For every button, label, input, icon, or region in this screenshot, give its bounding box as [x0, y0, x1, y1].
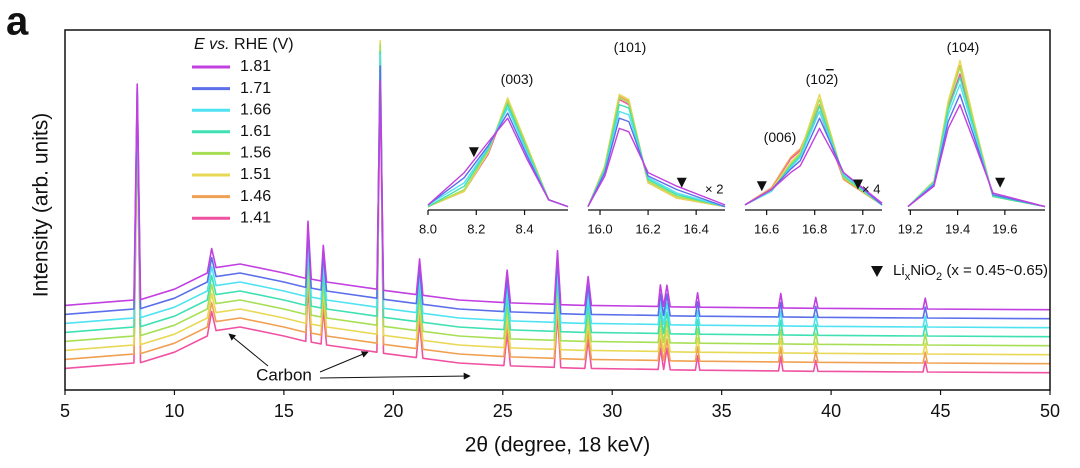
legend-label: 1.61	[240, 123, 271, 140]
x-tick-label: 19.4	[945, 221, 970, 236]
x-tick-label: 16.4	[684, 221, 709, 236]
series-line	[427, 117, 569, 208]
y-axis-title: Intensity (arb. units)	[30, 113, 53, 297]
arrow	[319, 372, 471, 380]
series-line	[587, 117, 726, 208]
x-tick-label: 16.6	[754, 221, 779, 236]
x-tick-label: 35	[712, 401, 732, 421]
x-tick-label: 8.4	[516, 221, 534, 236]
series-line	[427, 97, 569, 208]
legend-label: 1.46	[240, 188, 271, 205]
series-line	[587, 127, 726, 207]
phase-marker	[995, 177, 1006, 188]
x-tick-label: 5	[60, 401, 70, 421]
text-part: (10	[806, 71, 826, 87]
series-line	[64, 43, 1051, 347]
text-part: Li	[893, 262, 905, 279]
carbon-label: Carbon	[256, 365, 312, 384]
series-line	[64, 54, 1051, 365]
phase-legend-marker	[871, 266, 883, 277]
x-tick-label: 19.6	[992, 221, 1017, 236]
peak-label: (003)	[501, 71, 534, 87]
series-line	[427, 102, 569, 208]
legend-label: 1.56	[240, 145, 271, 162]
phase-legend-label: LixNiO2 (x = 0.45~0.65)	[893, 262, 1048, 283]
x-tick-label: 45	[931, 401, 951, 421]
peak-label: (006)	[764, 129, 797, 145]
peak-label: (101)	[614, 39, 647, 55]
phase-marker	[852, 179, 863, 190]
legend-label: 1.71	[240, 80, 271, 97]
text-part: NiO	[910, 262, 936, 279]
legend-label: 1.81	[240, 58, 271, 75]
text-part: (x = 0.45~0.65)	[942, 262, 1048, 279]
series-line	[64, 50, 1051, 338]
series-line	[744, 110, 883, 206]
text-part: (003)	[501, 71, 534, 87]
text-part: (006)	[764, 129, 797, 145]
x-tick-label: 10	[164, 401, 184, 421]
x-tick-label: 40	[821, 401, 841, 421]
series-line	[427, 98, 569, 208]
series-line	[64, 54, 1051, 329]
text-part: x	[905, 271, 911, 283]
x-tick-label: 8.0	[419, 221, 437, 236]
x-tick-label: 19.2	[898, 221, 923, 236]
arrow	[228, 333, 269, 367]
x-tick-label: 16.0	[587, 221, 612, 236]
series-line	[427, 100, 569, 208]
phase-marker	[468, 147, 479, 158]
text-part: )	[834, 71, 839, 87]
series-line	[427, 107, 569, 208]
series-line	[64, 79, 1051, 311]
legend-label: 1.41	[240, 209, 271, 226]
legend-title: E vs. RHE (V)	[194, 36, 294, 53]
text-part: 2	[826, 71, 834, 87]
text-part: E	[194, 36, 205, 53]
series-line	[907, 103, 1046, 208]
series-line	[64, 65, 1051, 320]
series-line	[64, 40, 1051, 356]
phase-marker	[676, 177, 687, 188]
carbon-arrows	[228, 333, 471, 380]
panel-label: a	[6, 0, 29, 44]
x-tick-label: 16.2	[635, 221, 660, 236]
x-axis-title: 2θ (degree, 18 keV)	[465, 434, 651, 457]
text-part: (104)	[947, 39, 980, 55]
x-tick-label: 20	[383, 401, 403, 421]
multiplier-label: × 2	[705, 181, 723, 196]
arrow	[319, 351, 369, 373]
legend-label: 1.51	[240, 166, 271, 183]
series-line	[64, 65, 1051, 374]
plot-frame	[64, 29, 1051, 391]
x-tick-label: 15	[274, 401, 294, 421]
phase-marker	[756, 181, 767, 192]
x-tick-label: 25	[493, 401, 513, 421]
text-part: 2	[936, 271, 942, 283]
series-line	[744, 103, 883, 206]
x-tick-label: 16.8	[802, 221, 827, 236]
text-part: vs.	[205, 36, 230, 53]
text-part: (101)	[614, 39, 647, 55]
peak-label: (102)	[806, 71, 839, 87]
x-tick-label: 8.2	[467, 221, 485, 236]
peak-label: (104)	[947, 39, 980, 55]
x-tick-label: 30	[602, 401, 622, 421]
legend-label: 1.66	[240, 101, 271, 118]
x-tick-label: 17.0	[850, 221, 875, 236]
x-tick-label: 50	[1040, 401, 1060, 421]
text-part: RHE (V)	[230, 36, 294, 53]
series-line	[744, 127, 883, 206]
multiplier-label: × 4	[862, 181, 880, 196]
